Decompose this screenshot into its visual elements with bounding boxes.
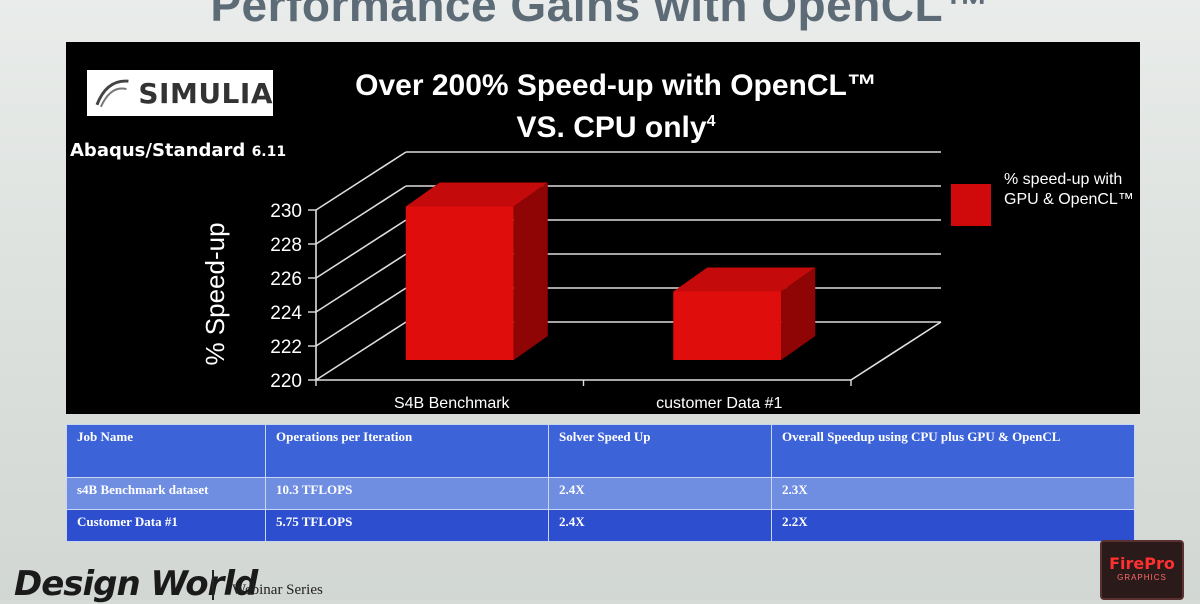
table-cell: 2.4X bbox=[548, 477, 772, 510]
table-header-cell: Solver Speed Up bbox=[548, 424, 772, 478]
bar-side bbox=[513, 182, 548, 360]
chart-title-line1: Over 200% Speed-up with OpenCL™ bbox=[355, 69, 877, 102]
table-row: s4B Benchmark dataset 10.3 TFLOPS 2.4X 2… bbox=[66, 477, 1135, 510]
legend-label: % speed-up with GPU & OpenCL™ bbox=[1004, 171, 1134, 208]
footer-brand: Design World bbox=[14, 564, 258, 604]
y-tick-label: 224 bbox=[270, 303, 302, 324]
chart-title-footnote: 4 bbox=[706, 113, 716, 130]
footer-divider bbox=[212, 570, 214, 600]
table-header-cell: Overall Speedup using CPU plus GPU & Ope… bbox=[771, 424, 1135, 478]
gridline-side bbox=[315, 253, 407, 313]
y-axis-label: % Speed-up bbox=[200, 222, 230, 365]
gridline-side bbox=[315, 151, 407, 211]
table-cell: 5.75 TFLOPS bbox=[265, 509, 549, 542]
bar-top bbox=[405, 182, 548, 207]
results-table: Job Name Operations per Iteration Solver… bbox=[66, 424, 1135, 542]
y-tick-label: 220 bbox=[270, 371, 302, 392]
legend-swatch bbox=[951, 184, 991, 226]
bar-side bbox=[781, 267, 816, 360]
y-tick-label: 226 bbox=[270, 269, 302, 290]
table-cell: Customer Data #1 bbox=[66, 509, 266, 542]
bar-front bbox=[673, 291, 782, 360]
table-cell: 2.2X bbox=[771, 509, 1135, 542]
gridline-side bbox=[315, 219, 407, 279]
x-tick-label: customer Data #1 bbox=[656, 395, 782, 412]
gridline-side bbox=[315, 185, 407, 245]
chart-panel: SIMULIA Abaqus/Standard 6.11 Over 200% S… bbox=[66, 42, 1140, 414]
bar-chart: 220 222 224 226 228 230 % Speed-up S4B Benchmar… bbox=[200, 151, 942, 412]
firepro-badge: FirePro GRAPHICS bbox=[1100, 540, 1184, 600]
badge-title: FirePro bbox=[1109, 554, 1175, 573]
table-header-cell: Job Name bbox=[66, 424, 266, 478]
table-cell: 2.4X bbox=[548, 509, 772, 542]
gridline-side bbox=[315, 321, 407, 381]
bar-front bbox=[405, 206, 514, 360]
chart-title-line2: VS. CPU only bbox=[516, 111, 707, 144]
y-tick-label: 228 bbox=[270, 235, 302, 256]
table-header-row: Job Name Operations per Iteration Solver… bbox=[66, 424, 1135, 478]
simulia-logo: SIMULIA bbox=[87, 70, 273, 116]
table-cell: s4B Benchmark dataset bbox=[66, 477, 266, 510]
logo-text: SIMULIA bbox=[138, 76, 273, 110]
3ds-logo-icon bbox=[95, 79, 129, 108]
table-header-cell: Operations per Iteration bbox=[265, 424, 549, 478]
footer-series: Webinar Series bbox=[232, 582, 323, 598]
y-tick-label: 230 bbox=[270, 201, 302, 222]
product-name: Abaqus/Standard bbox=[70, 140, 246, 161]
y-tick-label: 222 bbox=[270, 337, 302, 358]
gridline-side bbox=[315, 287, 407, 347]
table-cell: 10.3 TFLOPS bbox=[265, 477, 549, 510]
floor-edge bbox=[850, 321, 942, 381]
product-label: Abaqus/Standard 6.11 bbox=[70, 140, 286, 161]
product-version: 6.11 bbox=[251, 144, 287, 160]
slide-title: Performance Gains with OpenCL™ bbox=[210, 0, 990, 31]
badge-subtitle: GRAPHICS bbox=[1117, 573, 1167, 582]
bar-top bbox=[673, 267, 816, 292]
table-row: Customer Data #1 5.75 TFLOPS 2.4X 2.2X bbox=[66, 509, 1135, 542]
x-tick-label: S4B Benchmark bbox=[394, 395, 511, 412]
chart-title: Over 200% Speed-up with OpenCL™ VS. CPU … bbox=[306, 68, 926, 146]
table-cell: 2.3X bbox=[771, 477, 1135, 510]
